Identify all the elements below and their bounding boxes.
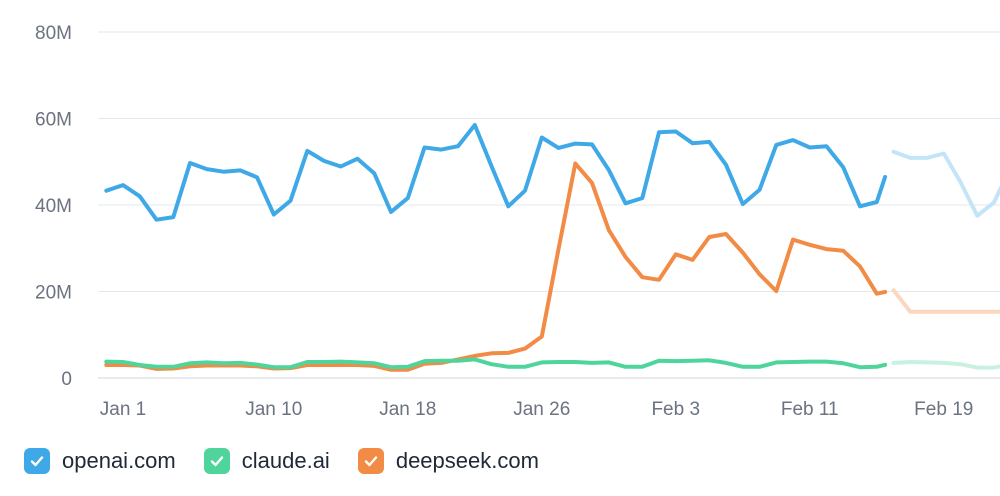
x-tick-label: Feb 11 <box>781 399 839 420</box>
legend-item-claude[interactable]: claude.ai <box>203 448 330 474</box>
legend-label-openai: openai.com <box>62 448 176 473</box>
legend: openai.com claude.ai deepseek.com <box>24 448 567 474</box>
x-tick-label: Jan 10 <box>245 399 302 420</box>
series-line-projected-claude <box>891 360 1000 370</box>
y-tick-label: 20M <box>35 283 72 304</box>
x-tick-label: Jan 18 <box>379 399 436 420</box>
series-line-openai <box>104 123 888 222</box>
y-axis-tick-labels: 0 20M 40M 60M 80M <box>35 23 72 390</box>
line-chart: 0 20M 40M 60M 80M Jan 1 Jan 10 Jan 18 Jan 26 Feb… <box>35 23 1000 420</box>
x-tick-label: Jan 1 <box>100 399 146 420</box>
series-line-projected-deepseek <box>891 288 1000 314</box>
legend-item-openai[interactable]: openai.com <box>24 448 176 474</box>
grid-lines <box>98 31 1000 379</box>
x-axis-tick-labels: Jan 1 Jan 10 Jan 18 Jan 26 Feb 3 Feb 11 Feb 19 <box>100 399 974 420</box>
series-lines <box>104 123 1000 372</box>
y-tick-label: 80M <box>35 23 72 44</box>
checkbox-checked-icon[interactable] <box>24 448 50 474</box>
x-tick-label: Feb 3 <box>651 399 700 420</box>
y-tick-label: 40M <box>35 196 72 217</box>
legend-label-claude: claude.ai <box>241 448 330 473</box>
legend-item-deepseek[interactable]: deepseek.com <box>357 448 539 474</box>
checkbox-checked-icon[interactable] <box>203 448 230 474</box>
series-line-deepseek <box>104 161 888 372</box>
x-tick-label: Feb 19 <box>914 399 973 420</box>
y-tick-label: 60M <box>35 110 72 131</box>
x-tick-label: Jan 26 <box>513 399 570 420</box>
legend-label-deepseek: deepseek.com <box>395 448 539 473</box>
series-line-projected-openai <box>891 149 1000 218</box>
series-line-claude <box>104 357 888 370</box>
checkbox-checked-icon[interactable] <box>357 448 384 474</box>
y-tick-label: 0 <box>61 369 72 390</box>
